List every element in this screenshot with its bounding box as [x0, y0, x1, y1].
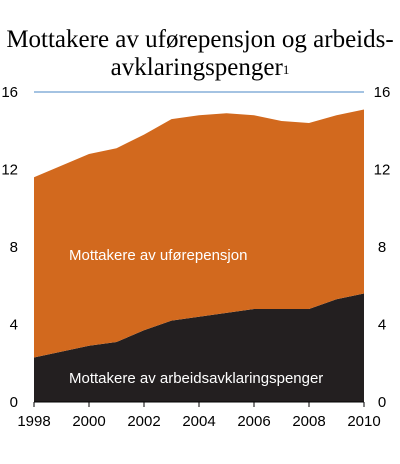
chart-title-line2-text: avklaringspenger	[110, 54, 283, 81]
x-tick-label: 2006	[237, 413, 270, 430]
chart-title-line1: Mottakere av uførepensjon og arbeids-	[6, 26, 394, 53]
x-tick-label: 2010	[347, 413, 380, 430]
x-tick-label: 2000	[72, 413, 105, 430]
y-tick-right-label: 4	[378, 317, 386, 334]
y-tick-right-label: 0	[378, 394, 386, 411]
y-tick-right-label: 16	[374, 84, 391, 101]
chart-axes: 0 0 4 4 8 8 12 12 16 16 1998 2000 2002 2004 2006 2008 20…	[1, 84, 390, 430]
y-tick-right-label: 12	[374, 162, 391, 179]
chart-area-labels: Mottakere av uførepensjon Mottakere av ar…	[69, 247, 323, 387]
y-tick-left-label: 4	[10, 317, 18, 334]
x-tick-label: 2002	[127, 413, 160, 430]
x-tick-label: 1998	[17, 413, 50, 430]
title-footnote-marker: 1	[282, 62, 290, 77]
chart-areas	[34, 109, 364, 402]
y-tick-left-label: 12	[1, 162, 18, 179]
y-tick-left-label: 8	[10, 239, 18, 256]
arbeidsavklaringspenger-area-label: Mottakere av arbeidsavklaringspenger	[69, 370, 323, 387]
x-tick-label: 2004	[182, 413, 215, 430]
y-tick-right-label: 8	[378, 239, 386, 256]
uforepensjon-area-label: Mottakere av uførepensjon	[69, 247, 247, 264]
y-tick-left-label: 0	[10, 394, 18, 411]
area-series-1	[34, 109, 364, 358]
x-tick-label: 2008	[292, 413, 325, 430]
y-tick-left-label: 16	[1, 84, 18, 101]
area-series-0	[34, 293, 364, 402]
chart-title-line2: avklaringspenger1	[0, 54, 400, 82]
